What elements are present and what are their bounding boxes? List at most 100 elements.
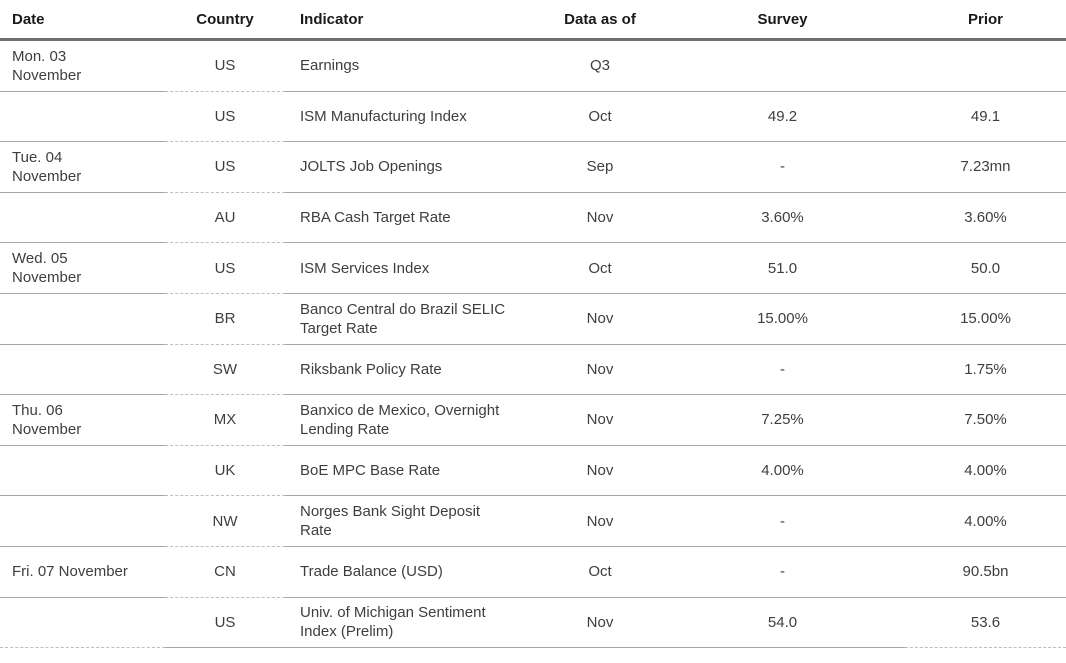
indicator-cell-text: Target Rate <box>300 319 378 337</box>
survey-cell: - <box>660 142 905 193</box>
indicator-cell: Trade Balance (USD) <box>285 547 540 598</box>
indicator-cell-text: Norges Bank Sight Deposit <box>300 503 481 521</box>
survey-cell-text: 49.2 <box>767 107 798 125</box>
data-as-of-cell-text: Q3 <box>589 57 610 75</box>
prior-cell: 90.5bn <box>905 547 1066 598</box>
data-as-of-cell-text: Nov <box>586 411 614 429</box>
survey-cell: 51.0 <box>660 243 905 294</box>
prior-cell: 50.0 <box>905 243 1066 294</box>
prior-cell: 1.75% <box>905 345 1066 396</box>
date-cell-text: November <box>12 167 82 185</box>
indicator-cell-text: Riksbank Policy Rate <box>300 360 442 378</box>
table-row: US ISM Manufacturing Index Oct 49.2 49.1 <box>0 92 1066 143</box>
country-cell-text: US <box>214 57 236 75</box>
data-as-of-cell: Nov <box>540 193 660 244</box>
country-cell-text: SW <box>212 360 238 378</box>
date-cell-text: Thu. 06 <box>12 401 63 419</box>
survey-cell: 15.00% <box>660 294 905 345</box>
survey-cell: - <box>660 547 905 598</box>
country-cell-text: UK <box>214 462 236 480</box>
data-as-of-cell: Nov <box>540 294 660 345</box>
indicator-cell: JOLTS Job Openings <box>285 142 540 193</box>
data-as-of-cell: Nov <box>540 345 660 396</box>
prior-cell: 4.00% <box>905 496 1066 547</box>
prior-cell-text: 7.50% <box>964 411 1007 429</box>
date-cell: Fri. 07 November <box>0 547 165 598</box>
data-as-of-cell-text: Nov <box>586 310 614 328</box>
survey-cell-text: - <box>780 360 785 378</box>
table-row: BR Banco Central do Brazil SELIC Target Ra… <box>0 294 1066 345</box>
prior-cell: 4.00% <box>905 446 1066 497</box>
survey-cell: - <box>660 345 905 396</box>
country-cell: NW <box>165 496 285 547</box>
survey-cell: 4.00% <box>660 446 905 497</box>
indicator-cell: Banxico de Mexico, Overnight Lending Rate <box>285 395 540 446</box>
country-cell-text: US <box>214 158 236 176</box>
indicator-cell-text: Index (Prelim) <box>300 623 394 641</box>
survey-cell-text: - <box>780 512 785 530</box>
indicator-cell-text: RBA Cash Target Rate <box>300 209 451 227</box>
indicator-cell-text: Rate <box>300 522 332 540</box>
table-body: Mon. 03 November US Earnings Q3 US ISM Manufac… <box>0 41 1066 649</box>
prior-cell: 3.60% <box>905 193 1066 244</box>
table-row: US Univ. of Michigan Sentiment Index (Prel… <box>0 598 1066 649</box>
data-as-of-cell-text: Sep <box>586 158 614 176</box>
date-cell <box>0 496 165 547</box>
prior-cell-text: 3.60% <box>964 209 1007 227</box>
indicator-cell-text: Lending Rate <box>300 420 390 438</box>
prior-cell-text: 53.6 <box>970 613 1001 631</box>
survey-cell-text: - <box>780 563 785 581</box>
survey-cell-text: 15.00% <box>757 310 808 328</box>
date-cell-text: Mon. 03 <box>12 47 67 65</box>
survey-cell-text: 7.25% <box>761 411 804 429</box>
prior-cell-text: 15.00% <box>960 310 1011 328</box>
prior-cell-text: 90.5bn <box>962 563 1009 581</box>
indicator-cell: BoE MPC Base Rate <box>285 446 540 497</box>
data-as-of-cell-text: Nov <box>586 209 614 227</box>
data-as-of-cell: Nov <box>540 496 660 547</box>
country-cell-text: US <box>214 613 236 631</box>
date-cell <box>0 598 165 649</box>
date-cell-text: Wed. 05 <box>12 250 68 268</box>
country-cell-text: MX <box>213 411 237 429</box>
data-as-of-cell-text: Nov <box>586 512 614 530</box>
country-cell-text: AU <box>214 209 236 227</box>
indicator-cell-text: Trade Balance (USD) <box>300 563 443 581</box>
prior-cell: 53.6 <box>905 598 1066 649</box>
data-as-of-cell-text: Nov <box>586 613 614 631</box>
prior-cell-text: 1.75% <box>964 360 1007 378</box>
survey-cell: 3.60% <box>660 193 905 244</box>
country-cell-text: NW <box>212 512 238 530</box>
col-header-country: Country <box>196 10 254 28</box>
indicator-cell-text: Univ. of Michigan Sentiment <box>300 604 486 622</box>
prior-cell-text: 4.00% <box>964 462 1007 480</box>
date-cell: Wed. 05 November <box>0 243 165 294</box>
data-as-of-cell-text: Nov <box>586 462 614 480</box>
prior-cell <box>905 41 1066 92</box>
col-header-data-as-of: Data as of <box>564 10 636 28</box>
indicator-cell: ISM Manufacturing Index <box>285 92 540 143</box>
survey-cell-text: - <box>780 158 785 176</box>
table-row: AU RBA Cash Target Rate Nov 3.60% 3.60% <box>0 193 1066 244</box>
table-row: Tue. 04 November US JOLTS Job Openings Sep - 7… <box>0 142 1066 193</box>
indicator-cell-text: ISM Manufacturing Index <box>300 107 467 125</box>
table-row: Wed. 05 November US ISM Services Index Oct 51… <box>0 243 1066 294</box>
survey-cell: 54.0 <box>660 598 905 649</box>
indicator-cell-text: Banxico de Mexico, Overnight <box>300 401 500 419</box>
date-cell-text: November <box>12 269 82 287</box>
indicator-cell: RBA Cash Target Rate <box>285 193 540 244</box>
country-cell: US <box>165 598 285 649</box>
date-cell <box>0 294 165 345</box>
date-cell-text: Fri. 07 November <box>12 563 128 581</box>
prior-cell-text: 50.0 <box>970 259 1001 277</box>
country-cell: US <box>165 243 285 294</box>
country-cell: MX <box>165 395 285 446</box>
prior-cell: 49.1 <box>905 92 1066 143</box>
indicator-cell: Earnings <box>285 41 540 92</box>
date-cell <box>0 446 165 497</box>
country-cell-text: US <box>214 259 236 277</box>
data-as-of-cell: Sep <box>540 142 660 193</box>
country-cell-text: US <box>214 107 236 125</box>
indicator-cell: Riksbank Policy Rate <box>285 345 540 396</box>
col-header-indicator: Indicator <box>300 10 364 28</box>
